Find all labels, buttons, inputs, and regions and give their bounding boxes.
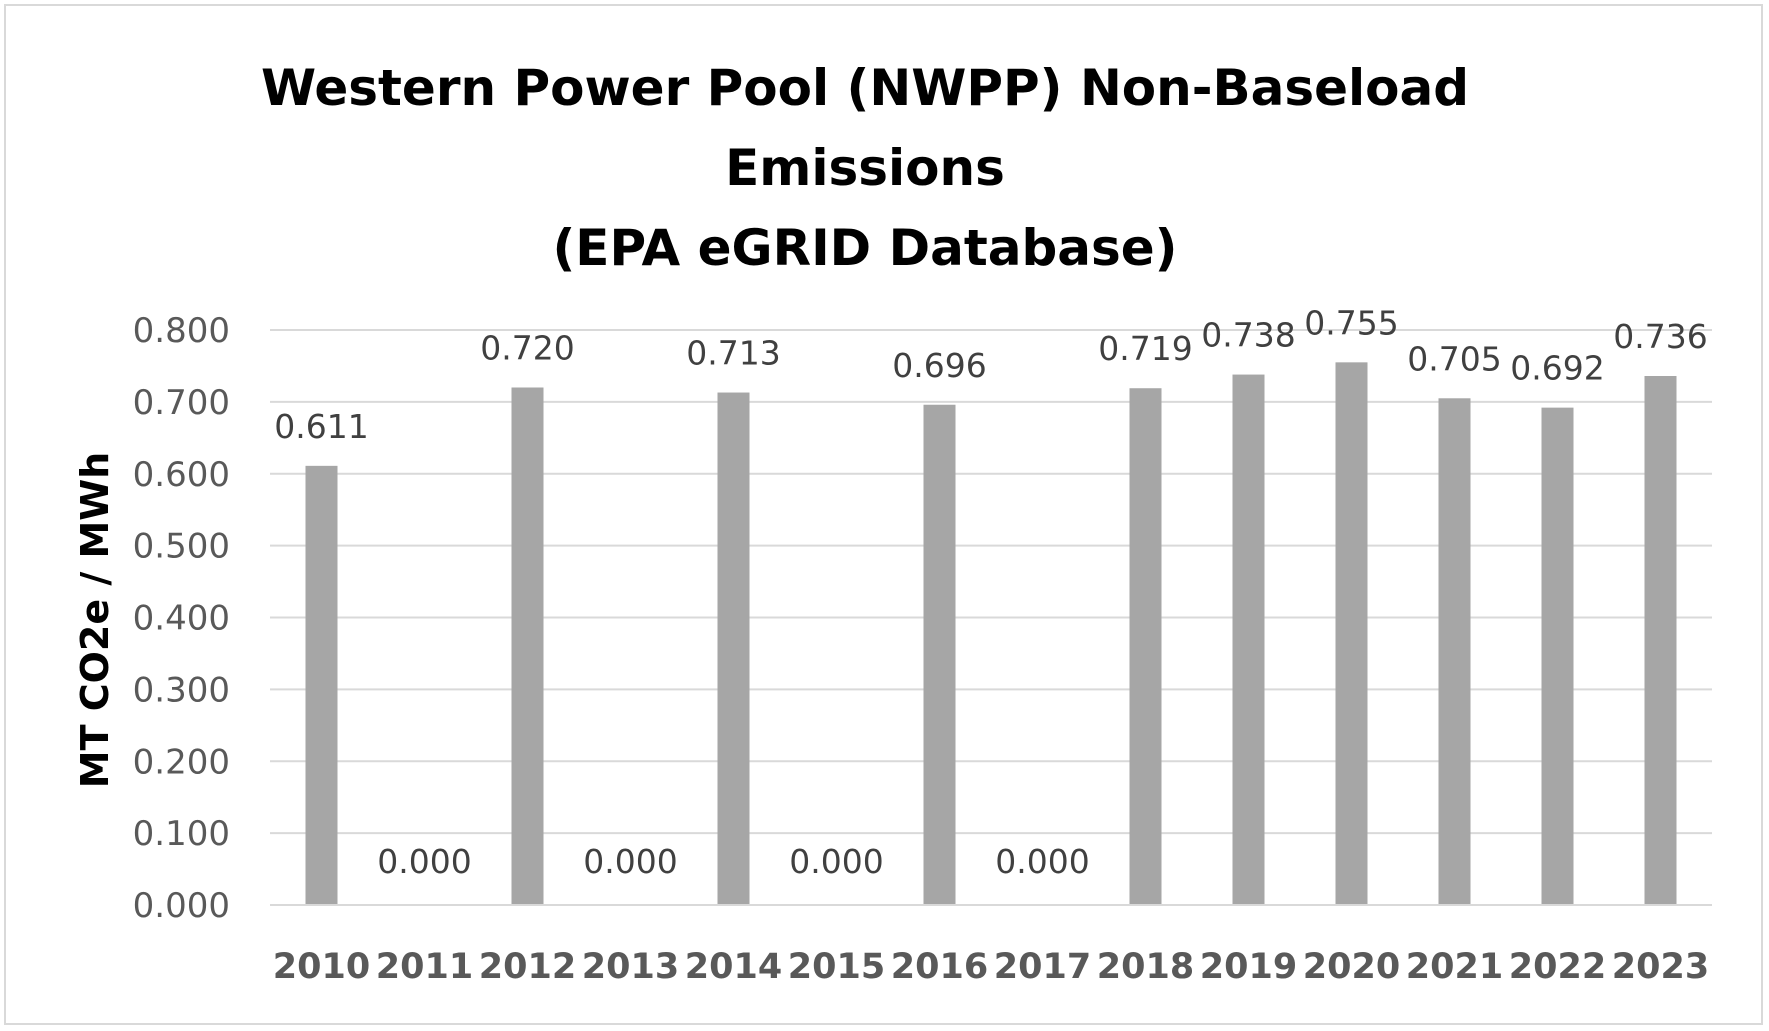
x-tick-label-2019: 2019 [1200,947,1297,987]
bar-2023 [1644,376,1677,905]
bar-2021 [1438,398,1471,905]
y-tick-label: 0.700 [133,383,230,423]
y-tick-label: 0.500 [133,527,230,567]
x-tick-label-2016: 2016 [891,947,988,987]
x-tick-label-2020: 2020 [1303,947,1400,987]
data-label-2014: 0.713 [686,334,780,373]
bar-2016 [923,404,956,905]
chart-title-line-1: Western Power Pool (NWPP) Non-Baseload [260,59,1470,117]
bar-2012 [511,387,544,905]
y-tick-label: 0.000 [133,886,230,926]
data-label-2017: 0.000 [995,842,1089,881]
y-tick-label: 0.600 [133,455,230,495]
data-label-2019: 0.738 [1201,316,1295,355]
y-tick-label: 0.300 [133,670,230,710]
data-label-2012: 0.720 [480,329,574,368]
x-tick-label-2011: 2011 [376,947,473,987]
data-label-2021: 0.705 [1407,339,1501,378]
bar-2014 [717,392,750,905]
x-tick-label-2015: 2015 [788,947,885,987]
data-label-2022: 0.692 [1510,349,1604,388]
x-tick-label-2017: 2017 [994,947,1091,987]
bar-2019 [1232,374,1265,905]
chart-title: Western Power Pool (NWPP) Non-Baseload E… [140,48,1590,288]
y-tick-label: 0.200 [133,742,230,782]
data-label-2011: 0.000 [377,842,471,881]
x-tick-label-2023: 2023 [1612,947,1709,987]
x-tick-label-2012: 2012 [479,947,576,987]
x-tick-label-2014: 2014 [685,947,782,987]
y-tick-label: 0.800 [133,311,230,351]
data-label-2015: 0.000 [789,842,883,881]
data-label-2020: 0.755 [1304,303,1398,342]
x-tick-label-2022: 2022 [1509,947,1606,987]
y-tick-label: 0.400 [133,599,230,639]
bar-2018 [1129,388,1162,905]
bar-2022 [1541,407,1574,905]
data-label-2023: 0.736 [1613,317,1707,356]
x-tick-label-2010: 2010 [273,947,370,987]
bar-2010 [305,465,338,905]
data-label-2010: 0.611 [274,407,368,446]
x-tick-label-2021: 2021 [1406,947,1503,987]
x-tick-label-2013: 2013 [582,947,679,987]
chart-title-line-3: (EPA eGRID Database) [552,219,1178,277]
y-tick-label: 0.100 [133,814,230,854]
data-label-2018: 0.719 [1098,329,1192,368]
chart-title-line-2: Emissions [725,139,1005,197]
bar-2020 [1335,362,1368,905]
data-label-2013: 0.000 [583,842,677,881]
data-label-2016: 0.696 [892,346,986,385]
x-tick-label-2018: 2018 [1097,947,1194,987]
